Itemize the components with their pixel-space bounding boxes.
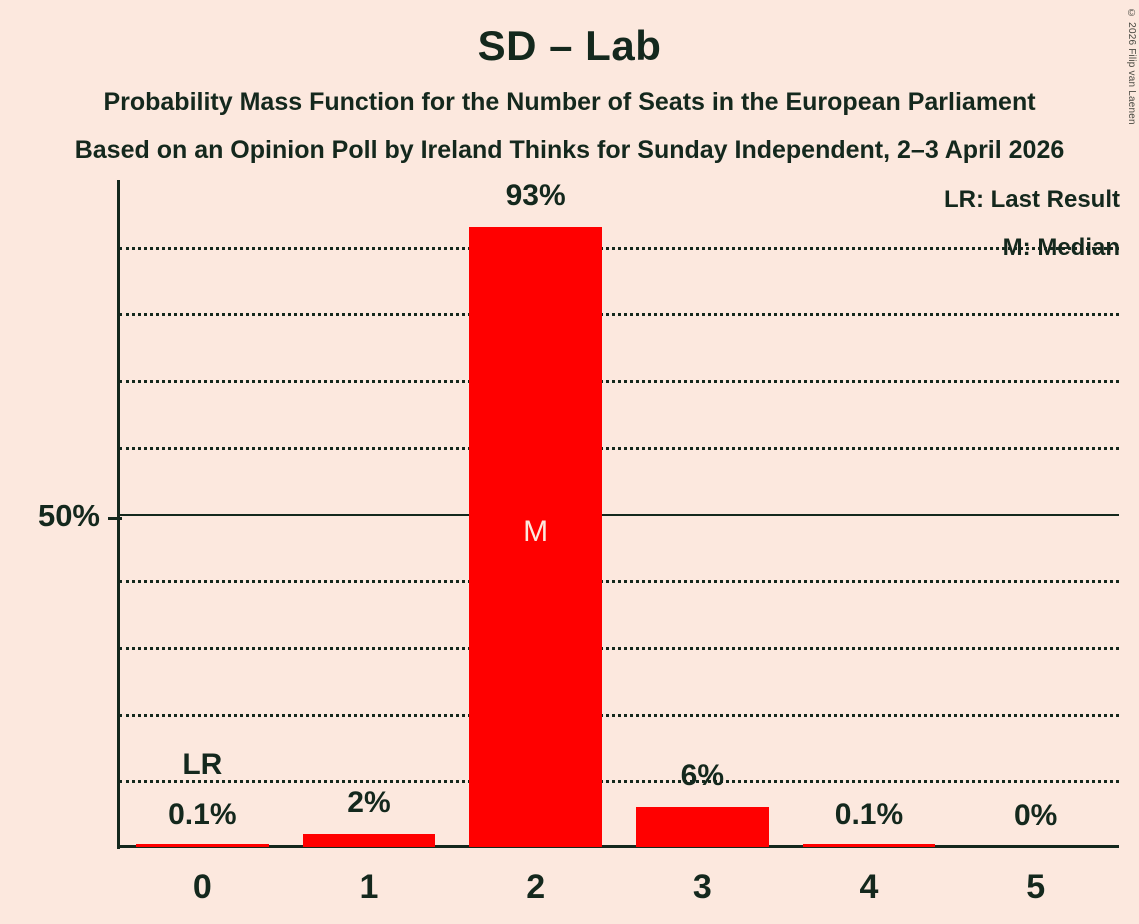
bar-value-label-seat-3: 6% <box>680 758 724 792</box>
x-axis-tick-label-1: 1 <box>359 868 379 906</box>
median-marker: M <box>523 514 549 548</box>
chart-subtitle-source: Based on an Opinion Poll by Ireland Thin… <box>74 136 1065 164</box>
bar-seat-4[interactable] <box>802 844 936 847</box>
page-title: SD – Lab <box>477 22 662 69</box>
plot-area: 0.1% LR 2% 93% M 6% 0.1% 0% <box>119 178 1119 847</box>
last-result-marker: LR <box>182 748 223 782</box>
bar-seat-0[interactable] <box>136 844 269 847</box>
x-axis-tick-label-5: 5 <box>1026 868 1046 906</box>
gridline-30 <box>119 646 1119 650</box>
gridline-70 <box>119 380 1119 384</box>
gridline-60 <box>119 446 1119 450</box>
bar-value-label-seat-5: 0% <box>1013 799 1058 832</box>
bar-seat-1[interactable] <box>302 833 436 847</box>
gridline-50 <box>119 513 1119 516</box>
gridline-40 <box>119 580 1119 584</box>
bar-seat-2[interactable] <box>469 226 602 847</box>
x-axis-tick-label-2: 2 <box>526 868 546 906</box>
gridline-90 <box>119 246 1119 250</box>
bar-value-label-seat-2: 93% <box>505 178 566 212</box>
bar-value-label-seat-1: 2% <box>347 785 391 819</box>
bar-value-label-seat-4: 0.1% <box>834 798 904 832</box>
x-axis-tick-label-3: 3 <box>692 868 712 906</box>
gridline-10 <box>119 780 1119 784</box>
y-axis-tick-label-50: 50% <box>37 498 100 533</box>
copyright-notice: © 2026 Filip van Laenen <box>1126 8 1137 125</box>
gridline-20 <box>119 713 1119 717</box>
y-axis-tick-mark-50 <box>108 517 122 520</box>
gridline-80 <box>119 313 1119 317</box>
x-axis-line <box>119 845 1119 848</box>
x-axis-tick-label-4: 4 <box>859 868 879 906</box>
y-axis-line <box>117 180 120 849</box>
chart-subtitle-primary: Probability Mass Function for the Number… <box>103 88 1036 116</box>
x-axis-tick-label-0: 0 <box>192 868 212 906</box>
bar-value-label-seat-0: 0.1% <box>168 798 237 832</box>
bar-seat-3[interactable] <box>636 806 769 847</box>
legend-last-result: LR: Last Result <box>943 186 1120 213</box>
